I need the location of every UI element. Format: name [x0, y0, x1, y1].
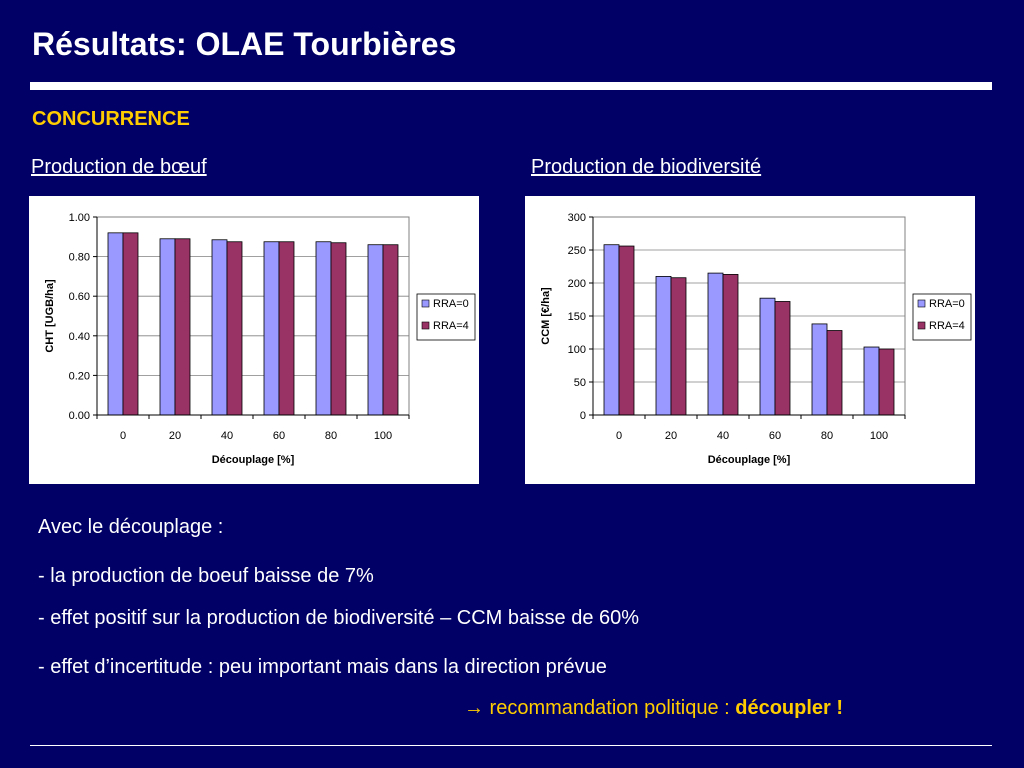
bar-rra0 — [655, 276, 672, 416]
legend-label: RRA=0 — [433, 298, 469, 310]
y-tick-label: 50 — [574, 377, 586, 389]
y-tick-label: 0.00 — [69, 410, 90, 422]
legend-swatch — [917, 299, 926, 308]
biodiversity-production-chart: 0 50 100 150 200 250 300 0 20 40 60 80 100 Découplage… — [525, 196, 975, 484]
x-tick-label: 40 — [717, 430, 729, 442]
x-tick-label: 100 — [870, 430, 888, 442]
x-tick-label: 20 — [169, 430, 181, 442]
x-tick-label: 60 — [273, 430, 285, 442]
y-tick-label: 250 — [568, 245, 586, 257]
y-tick-label: 0.40 — [69, 331, 90, 343]
footer-divider — [30, 745, 992, 746]
bullet-beef: - la production de boeuf baisse de 7% — [38, 565, 374, 587]
legend-label: RRA=4 — [929, 320, 965, 332]
x-tick-label: 80 — [325, 430, 337, 442]
legend-label: RRA=4 — [433, 320, 469, 332]
bar-rra0 — [263, 241, 280, 416]
legend-swatch — [917, 321, 926, 330]
biodiversity-chart-svg: 0 50 100 150 200 250 300 0 20 40 60 80 100 Découplage… — [540, 212, 972, 466]
bar-rra4 — [618, 245, 635, 416]
beef-production-chart: 0.00 0.20 0.40 0.60 0.80 1.00 0 20 40 60 80 100 Déco… — [29, 196, 479, 484]
y-tick-label: 0.20 — [69, 370, 90, 382]
bar-rra4 — [774, 301, 791, 416]
y-axis-label: CCM [€/ha] — [540, 287, 552, 345]
x-tick-label: 0 — [120, 430, 126, 442]
bar-rra4 — [174, 238, 191, 416]
bar-rra0 — [315, 241, 332, 416]
x-tick-label: 60 — [769, 430, 781, 442]
bar-rra0 — [707, 272, 724, 416]
bar-rra4 — [670, 277, 687, 416]
recommendation: → recommandation politique : découpler ! — [464, 697, 843, 720]
legend-swatch — [421, 299, 430, 308]
bar-rra4 — [330, 242, 347, 416]
right-chart-title: Production de biodiversité — [531, 156, 762, 178]
bar-rra4 — [878, 348, 895, 416]
bar-rra0 — [159, 238, 176, 416]
y-axis-label: CHT [UGB/ha] — [44, 279, 56, 353]
y-tick-label: 0.80 — [69, 252, 90, 264]
x-tick-label: 80 — [821, 430, 833, 442]
title-divider — [30, 82, 992, 90]
x-tick-label: 40 — [221, 430, 233, 442]
bar-rra0 — [211, 239, 228, 416]
bar-rra0 — [863, 346, 880, 416]
plot-area — [96, 216, 410, 416]
legend-box — [416, 293, 476, 341]
y-tick-label: 0 — [580, 410, 586, 422]
y-tick-label: 200 — [568, 278, 586, 290]
x-axis-label: Découplage [%] — [708, 454, 791, 466]
y-tick-label: 0.60 — [69, 291, 90, 303]
y-tick-label: 300 — [568, 212, 586, 224]
bar-rra4 — [122, 232, 139, 416]
legend-label: RRA=0 — [929, 298, 965, 310]
bar-rra4 — [382, 244, 399, 416]
slide-title: Résultats: OLAE Tourbières — [32, 26, 457, 62]
bar-rra4 — [278, 241, 295, 416]
bar-rra4 — [722, 274, 739, 416]
x-axis-label: Découplage [%] — [212, 454, 295, 466]
x-tick-label: 0 — [616, 430, 622, 442]
bar-rra4 — [226, 241, 243, 416]
bar-rra0 — [603, 244, 620, 416]
intro-text: Avec le découplage : — [38, 516, 224, 538]
bar-rra0 — [367, 244, 384, 416]
legend-swatch — [421, 321, 430, 330]
bullet-biodiversity: - effet positif sur la production de bio… — [38, 607, 640, 629]
y-tick-label: 1.00 — [69, 212, 90, 224]
bar-rra0 — [759, 297, 776, 416]
bullet-uncertainty: - effet d’incertitude : peu important ma… — [38, 656, 607, 678]
recommendation-text: recommandation politique : — [484, 697, 736, 719]
y-tick-label: 150 — [568, 311, 586, 323]
y-tick-label: 100 — [568, 344, 586, 356]
arrow-right-icon: → — [464, 697, 484, 719]
bar-rra0 — [811, 323, 828, 416]
beef-chart-svg: 0.00 0.20 0.40 0.60 0.80 1.00 0 20 40 60 80 100 Déco… — [44, 212, 476, 466]
section-heading: CONCURRENCE — [32, 108, 190, 130]
bar-rra0 — [107, 232, 124, 416]
left-chart-title: Production de bœuf — [31, 156, 207, 178]
bar-rra4 — [826, 330, 843, 416]
recommendation-emphasis: découpler ! — [735, 697, 844, 719]
x-tick-label: 20 — [665, 430, 677, 442]
x-tick-label: 100 — [374, 430, 392, 442]
